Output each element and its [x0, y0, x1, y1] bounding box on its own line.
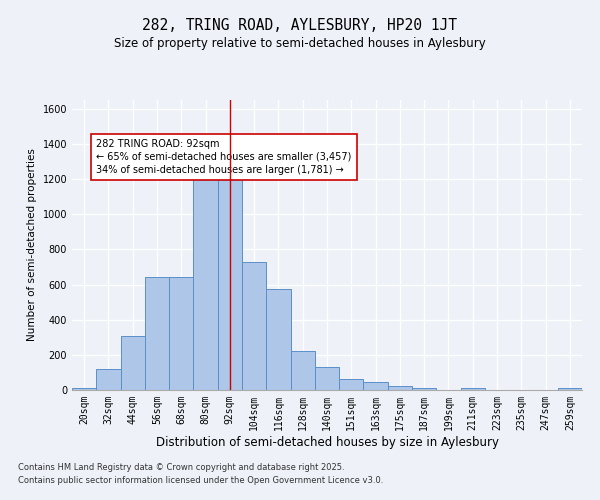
Bar	[72, 388, 96, 390]
Bar	[96, 369, 121, 390]
Bar	[121, 336, 145, 390]
Bar	[412, 388, 436, 390]
Bar	[315, 367, 339, 390]
Text: 282 TRING ROAD: 92sqm
← 65% of semi-detached houses are smaller (3,457)
34% of s: 282 TRING ROAD: 92sqm ← 65% of semi-deta…	[96, 138, 352, 175]
Bar	[242, 262, 266, 390]
Text: 282, TRING ROAD, AYLESBURY, HP20 1JT: 282, TRING ROAD, AYLESBURY, HP20 1JT	[143, 18, 458, 32]
Bar	[339, 380, 364, 390]
Bar	[364, 382, 388, 390]
Bar	[193, 178, 218, 390]
Bar	[145, 276, 169, 390]
Bar	[461, 388, 485, 390]
Y-axis label: Number of semi-detached properties: Number of semi-detached properties	[27, 148, 37, 342]
Text: Size of property relative to semi-detached houses in Aylesbury: Size of property relative to semi-detach…	[114, 38, 486, 51]
Bar	[266, 289, 290, 390]
Text: Contains HM Land Registry data © Crown copyright and database right 2025.: Contains HM Land Registry data © Crown c…	[18, 464, 344, 472]
Bar	[388, 386, 412, 390]
Bar	[218, 172, 242, 390]
Bar	[558, 388, 582, 390]
Bar	[169, 276, 193, 390]
X-axis label: Distribution of semi-detached houses by size in Aylesbury: Distribution of semi-detached houses by …	[155, 436, 499, 448]
Bar	[290, 352, 315, 390]
Text: Contains public sector information licensed under the Open Government Licence v3: Contains public sector information licen…	[18, 476, 383, 485]
